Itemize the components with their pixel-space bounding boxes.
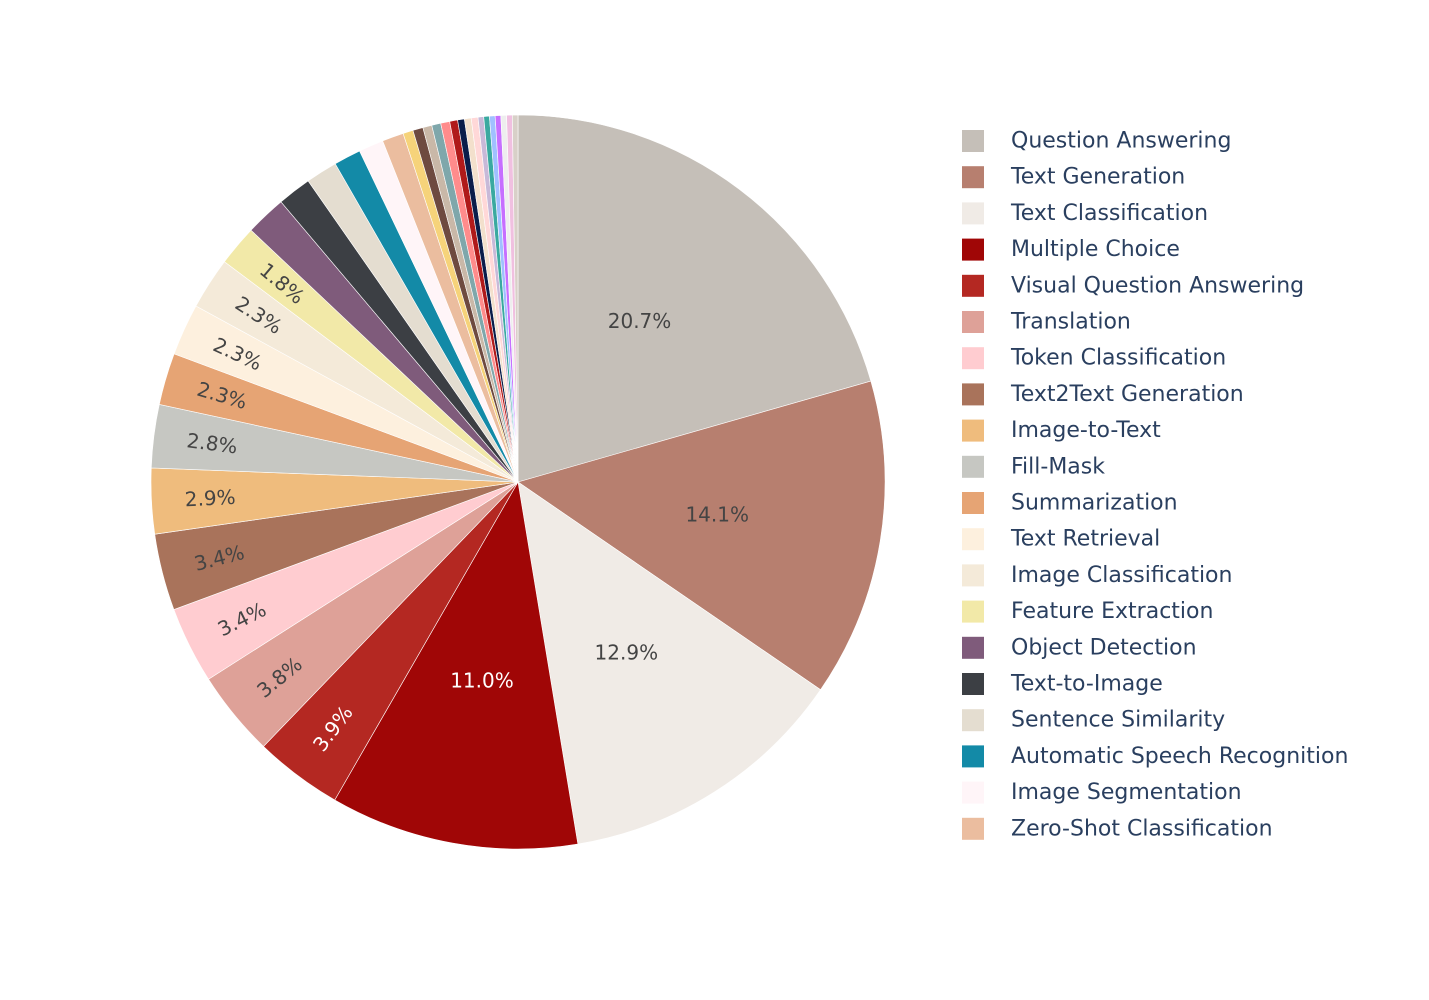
pie-slices: [150, 114, 886, 850]
legend-item-feature-extraction[interactable]: Feature Extraction: [962, 599, 1213, 624]
legend-label: Question Answering: [1011, 129, 1231, 154]
legend-label: Text Retrieval: [1010, 527, 1160, 552]
legend-label: Text-to-Image: [1010, 672, 1163, 697]
legend-item-image-to-text[interactable]: Image-to-Text: [962, 418, 1161, 443]
legend-item-token-classification[interactable]: Token Classification: [962, 346, 1226, 371]
pie-slice-text-generation[interactable]: [517, 380, 886, 691]
legend-label: Multiple Choice: [1011, 237, 1180, 262]
legend-item-object-detection[interactable]: Object Detection: [962, 635, 1197, 660]
slice-label-image-to-text: 2.9%: [184, 485, 236, 512]
legend-swatch: [962, 238, 984, 261]
pie-slice-text-classification[interactable]: [517, 481, 821, 845]
legend-swatch: [962, 709, 984, 732]
legend-swatch: [962, 166, 984, 189]
legend: Question Answering Text Generation Text Cl…: [962, 129, 1348, 841]
legend-item-text-retrieval[interactable]: Text Retrieval: [962, 527, 1160, 552]
legend-label: Translation: [1010, 310, 1131, 335]
legend-label: Feature Extraction: [1011, 599, 1213, 624]
legend-item-automatic-speech-recognition[interactable]: Automatic Speech Recognition: [962, 744, 1348, 769]
legend-swatch: [962, 636, 984, 659]
pie-slice-question-answering[interactable]: [517, 114, 872, 483]
legend-label: Object Detection: [1011, 635, 1197, 660]
legend-swatch: [962, 347, 984, 370]
legend-swatch: [962, 202, 984, 225]
legend-swatch: [962, 383, 984, 406]
legend-item-question-answering[interactable]: Question Answering: [962, 129, 1231, 154]
legend-swatch: [962, 130, 984, 152]
legend-swatch: [962, 745, 984, 768]
legend-item-image-segmentation[interactable]: Image Segmentation: [962, 780, 1242, 805]
legend-label: Zero-Shot Classification: [1011, 816, 1273, 841]
legend-label: Visual Question Answering: [1011, 273, 1304, 298]
legend-label: Image-to-Text: [1011, 418, 1161, 443]
legend-item-text-to-image[interactable]: Text-to-Image: [962, 672, 1163, 697]
legend-item-multiple-choice[interactable]: Multiple Choice: [962, 237, 1180, 262]
legend-label: Sentence Similarity: [1011, 708, 1225, 733]
legend-swatch: [962, 492, 984, 514]
legend-label: Image Classification: [1011, 563, 1232, 588]
legend-item-image-classification[interactable]: Image Classification: [962, 563, 1232, 588]
slice-label-multiple-choice: 11.0%: [450, 669, 514, 693]
legend-swatch: [962, 419, 984, 442]
legend-label: Text Generation: [1010, 165, 1185, 190]
legend-label: Fill-Mask: [1011, 454, 1105, 479]
legend-item-fill-mask[interactable]: Fill-Mask: [962, 454, 1105, 479]
pie-slice-multiple-choice[interactable]: [334, 481, 579, 850]
legend-swatch: [962, 274, 984, 297]
legend-item-zero-shot-classification[interactable]: Zero-Shot Classification: [962, 816, 1273, 841]
legend-swatch: [962, 455, 984, 478]
legend-item-summarization[interactable]: Summarization: [962, 491, 1178, 516]
legend-item-text-classification[interactable]: Text Classification: [962, 201, 1208, 226]
legend-swatch: [962, 564, 984, 587]
legend-label: Summarization: [1011, 491, 1178, 516]
legend-swatch: [962, 781, 984, 804]
legend-item-sentence-similarity[interactable]: Sentence Similarity: [962, 708, 1225, 733]
legend-item-visual-question-answering[interactable]: Visual Question Answering: [962, 273, 1304, 298]
legend-item-text-generation[interactable]: Text Generation: [962, 165, 1185, 190]
legend-swatch: [962, 673, 984, 695]
legend-item-translation[interactable]: Translation: [962, 310, 1131, 335]
legend-label: Automatic Speech Recognition: [1011, 744, 1348, 769]
legend-label: Token Classification: [1010, 346, 1226, 371]
legend-label: Image Segmentation: [1011, 780, 1242, 805]
pie-slice-other-35[interactable]: [511, 114, 519, 483]
legend-swatch: [962, 817, 984, 840]
legend-label: Text Classification: [1010, 201, 1208, 226]
slice-label-text-generation: 14.1%: [685, 502, 749, 526]
legend-label: Text2Text Generation: [1010, 382, 1244, 407]
legend-swatch: [962, 528, 984, 551]
legend-swatch: [962, 311, 984, 333]
slice-label-text-classification: 12.9%: [595, 640, 659, 664]
slice-label-question-answering: 20.7%: [608, 309, 672, 333]
legend-swatch: [962, 600, 984, 623]
legend-item-text2text-generation[interactable]: Text2Text Generation: [962, 382, 1244, 407]
